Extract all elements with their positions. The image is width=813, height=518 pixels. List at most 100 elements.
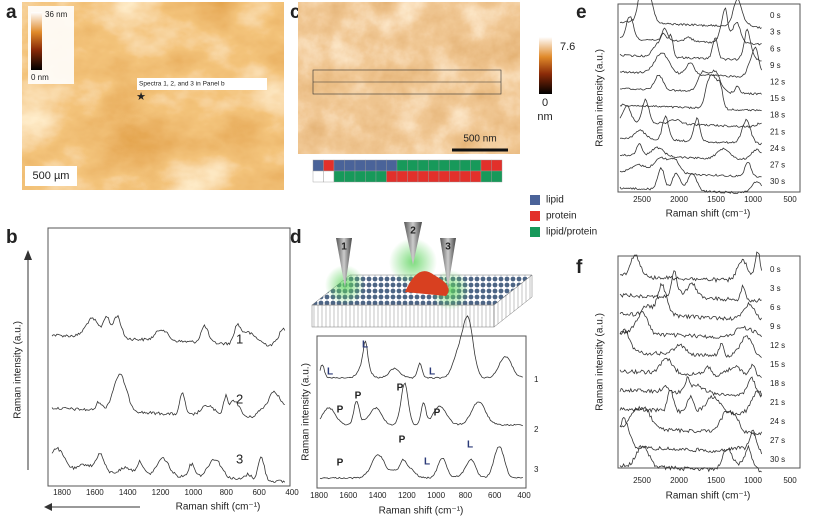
spectrum-trace [51,314,286,347]
x-tick-label: 1800 [310,491,328,500]
time-label: 21 s [770,398,785,407]
membrane-illustration [311,222,533,328]
time-label: 27 s [770,436,785,445]
plot-frame [617,3,801,193]
peak-annotation: P [337,405,344,416]
spectrum-trace [619,444,762,473]
spectrum-trace [619,270,762,303]
strip-cell [365,170,377,183]
peak-annotation: L [429,367,435,378]
x-tick-label: 1400 [369,491,387,500]
spectrum-trace [619,357,762,378]
strip-cell [491,170,503,183]
strip-cell [354,159,366,172]
time-label: 3 s [770,284,781,293]
x-tick-label: 1200 [152,488,170,497]
strip-cell [438,159,450,172]
spectrum-label: 2 [236,391,243,406]
spectrum-trace [619,115,762,146]
time-label: 0 s [770,11,781,20]
time-label: 3 s [770,28,781,37]
time-label: 15 s [770,94,785,103]
x-axis-label: Raman shift (cm⁻¹) [176,502,261,513]
strip-cell [323,159,335,172]
colorbar-min: 0 nm [31,73,49,82]
peak-annotation: P [355,391,362,402]
x-tick-label: 1800 [53,488,71,497]
grid-overlay [312,69,502,95]
x-tick-label: 500 [783,195,797,204]
x-tick-label: 800 [459,491,473,500]
panel-label: e [576,2,587,23]
spectrum-trace [619,416,762,455]
strip-cell [407,170,419,183]
colorbar-min: 0 [542,97,548,109]
time-label: 6 s [770,303,781,312]
time-label: 0 s [770,265,781,274]
strip-cell [396,159,408,172]
strip-cell [480,159,492,172]
strip-cell [417,170,429,183]
plot-frame [47,227,291,487]
peak-annotation: P [397,383,404,394]
strip-cell [386,170,398,183]
spectrum-trace [619,74,762,112]
spectrum-trace [51,446,286,484]
panel-label: c [290,2,301,23]
legend-swatch [530,211,540,221]
spectrum-trace [51,373,285,419]
strip-cell [428,170,440,183]
x-tick-label: 600 [488,491,502,500]
x-tick-label: 1000 [744,476,762,485]
spectrum-trace [619,311,762,340]
tip-label: 1 [341,242,347,253]
strip-cell [365,159,377,172]
strip-cell [344,159,356,172]
afm-image [298,2,520,154]
strip-cell [407,159,419,172]
panel-label: f [576,257,583,278]
marker-star: ★ [136,91,146,103]
x-tick-label: 1600 [86,488,104,497]
tip-label: 3 [445,242,451,253]
strip-cell [396,170,408,183]
strip-cell [312,159,324,172]
y-axis-label: Raman intensity (a.u.) [595,49,606,147]
colorbar-max: 36 nm [45,10,68,19]
time-label: 9 s [770,61,781,70]
x-tick-label: 400 [517,491,531,500]
x-axis-label: Raman shift (cm⁻¹) [379,506,464,517]
x-tick-label: 1500 [707,476,725,485]
spectrum-label: 2 [534,425,539,434]
y-axis-label: Raman intensity (a.u.) [13,321,24,419]
colorbar-unit: nm [537,111,552,123]
tip-label: 2 [410,226,416,237]
x-tick-label: 1200 [398,491,416,500]
strip-cell [386,159,398,172]
time-label: 6 s [770,44,781,53]
x-tick-label: 1000 [185,488,203,497]
x-tick-label: 400 [285,488,299,497]
time-label: 24 s [770,417,785,426]
time-label: 18 s [770,111,785,120]
legend-label: lipid [546,195,564,206]
x-axis-label: Raman shift (cm⁻¹) [666,209,751,220]
spectrum-label: 1 [534,375,539,384]
strip-cell [333,159,345,172]
x-tick-label: 2000 [670,195,688,204]
strip-cell [428,159,440,172]
spectrum-trace [319,315,523,380]
time-label: 12 s [770,78,785,87]
time-label: 18 s [770,379,785,388]
x-tick-label: 800 [220,488,234,497]
strip-cell [459,159,471,172]
strip-cell [375,170,387,183]
spectrum-trace [319,382,523,427]
time-label: 21 s [770,127,785,136]
scale-bar: 500 nm [463,134,496,145]
scale-bar-bg [25,166,77,186]
spectrum-label: 3 [534,465,539,474]
spectrum-trace [619,328,762,358]
annotation: Spectra 1, 2, and 3 in Panel b [139,81,225,88]
